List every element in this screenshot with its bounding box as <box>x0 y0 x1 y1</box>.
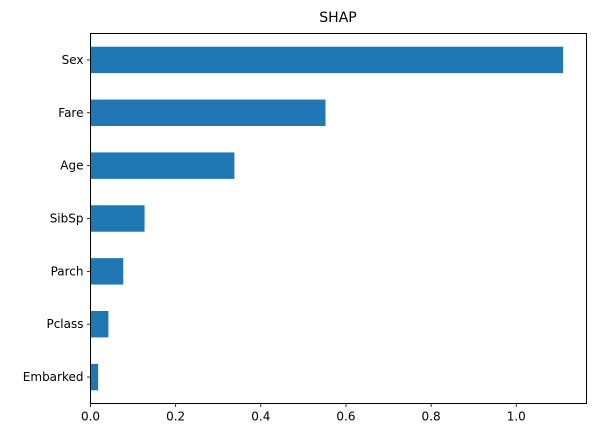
y-tick-label-fare: Fare <box>58 106 83 120</box>
bar-sibsp <box>90 205 145 232</box>
x-ticks: 0.0 0.2 0.4 0.6 0.8 1.0 <box>81 403 526 424</box>
bar-pclass <box>90 311 109 338</box>
x-tick-label: 0.2 <box>166 410 185 424</box>
y-tick-label-sex: Sex <box>62 53 84 67</box>
bar-age <box>90 152 235 179</box>
x-tick-label: 1.0 <box>507 410 526 424</box>
y-tick-label-pclass: Pclass <box>46 317 83 331</box>
y-tick-label-age: Age <box>60 159 83 173</box>
bar-sex <box>90 46 564 74</box>
y-tick-labels: Sex Fare Age SibSp Parch Pclass Embarked <box>23 53 91 384</box>
bar-embarked <box>90 363 99 391</box>
bar-fare <box>90 99 326 126</box>
y-tick-label-parch: Parch <box>51 264 84 278</box>
bar-parch <box>90 258 124 285</box>
bars-group <box>90 46 564 391</box>
x-tick-label: 0.0 <box>81 410 100 424</box>
y-tick-label-embarked: Embarked <box>23 370 84 384</box>
chart-title: SHAP <box>319 10 356 26</box>
plot-frame <box>90 33 587 404</box>
y-tick-label-sibsp: SibSp <box>50 212 84 226</box>
x-tick-label: 0.6 <box>336 410 355 424</box>
x-tick-label: 0.8 <box>422 410 441 424</box>
x-tick-label: 0.4 <box>251 410 270 424</box>
